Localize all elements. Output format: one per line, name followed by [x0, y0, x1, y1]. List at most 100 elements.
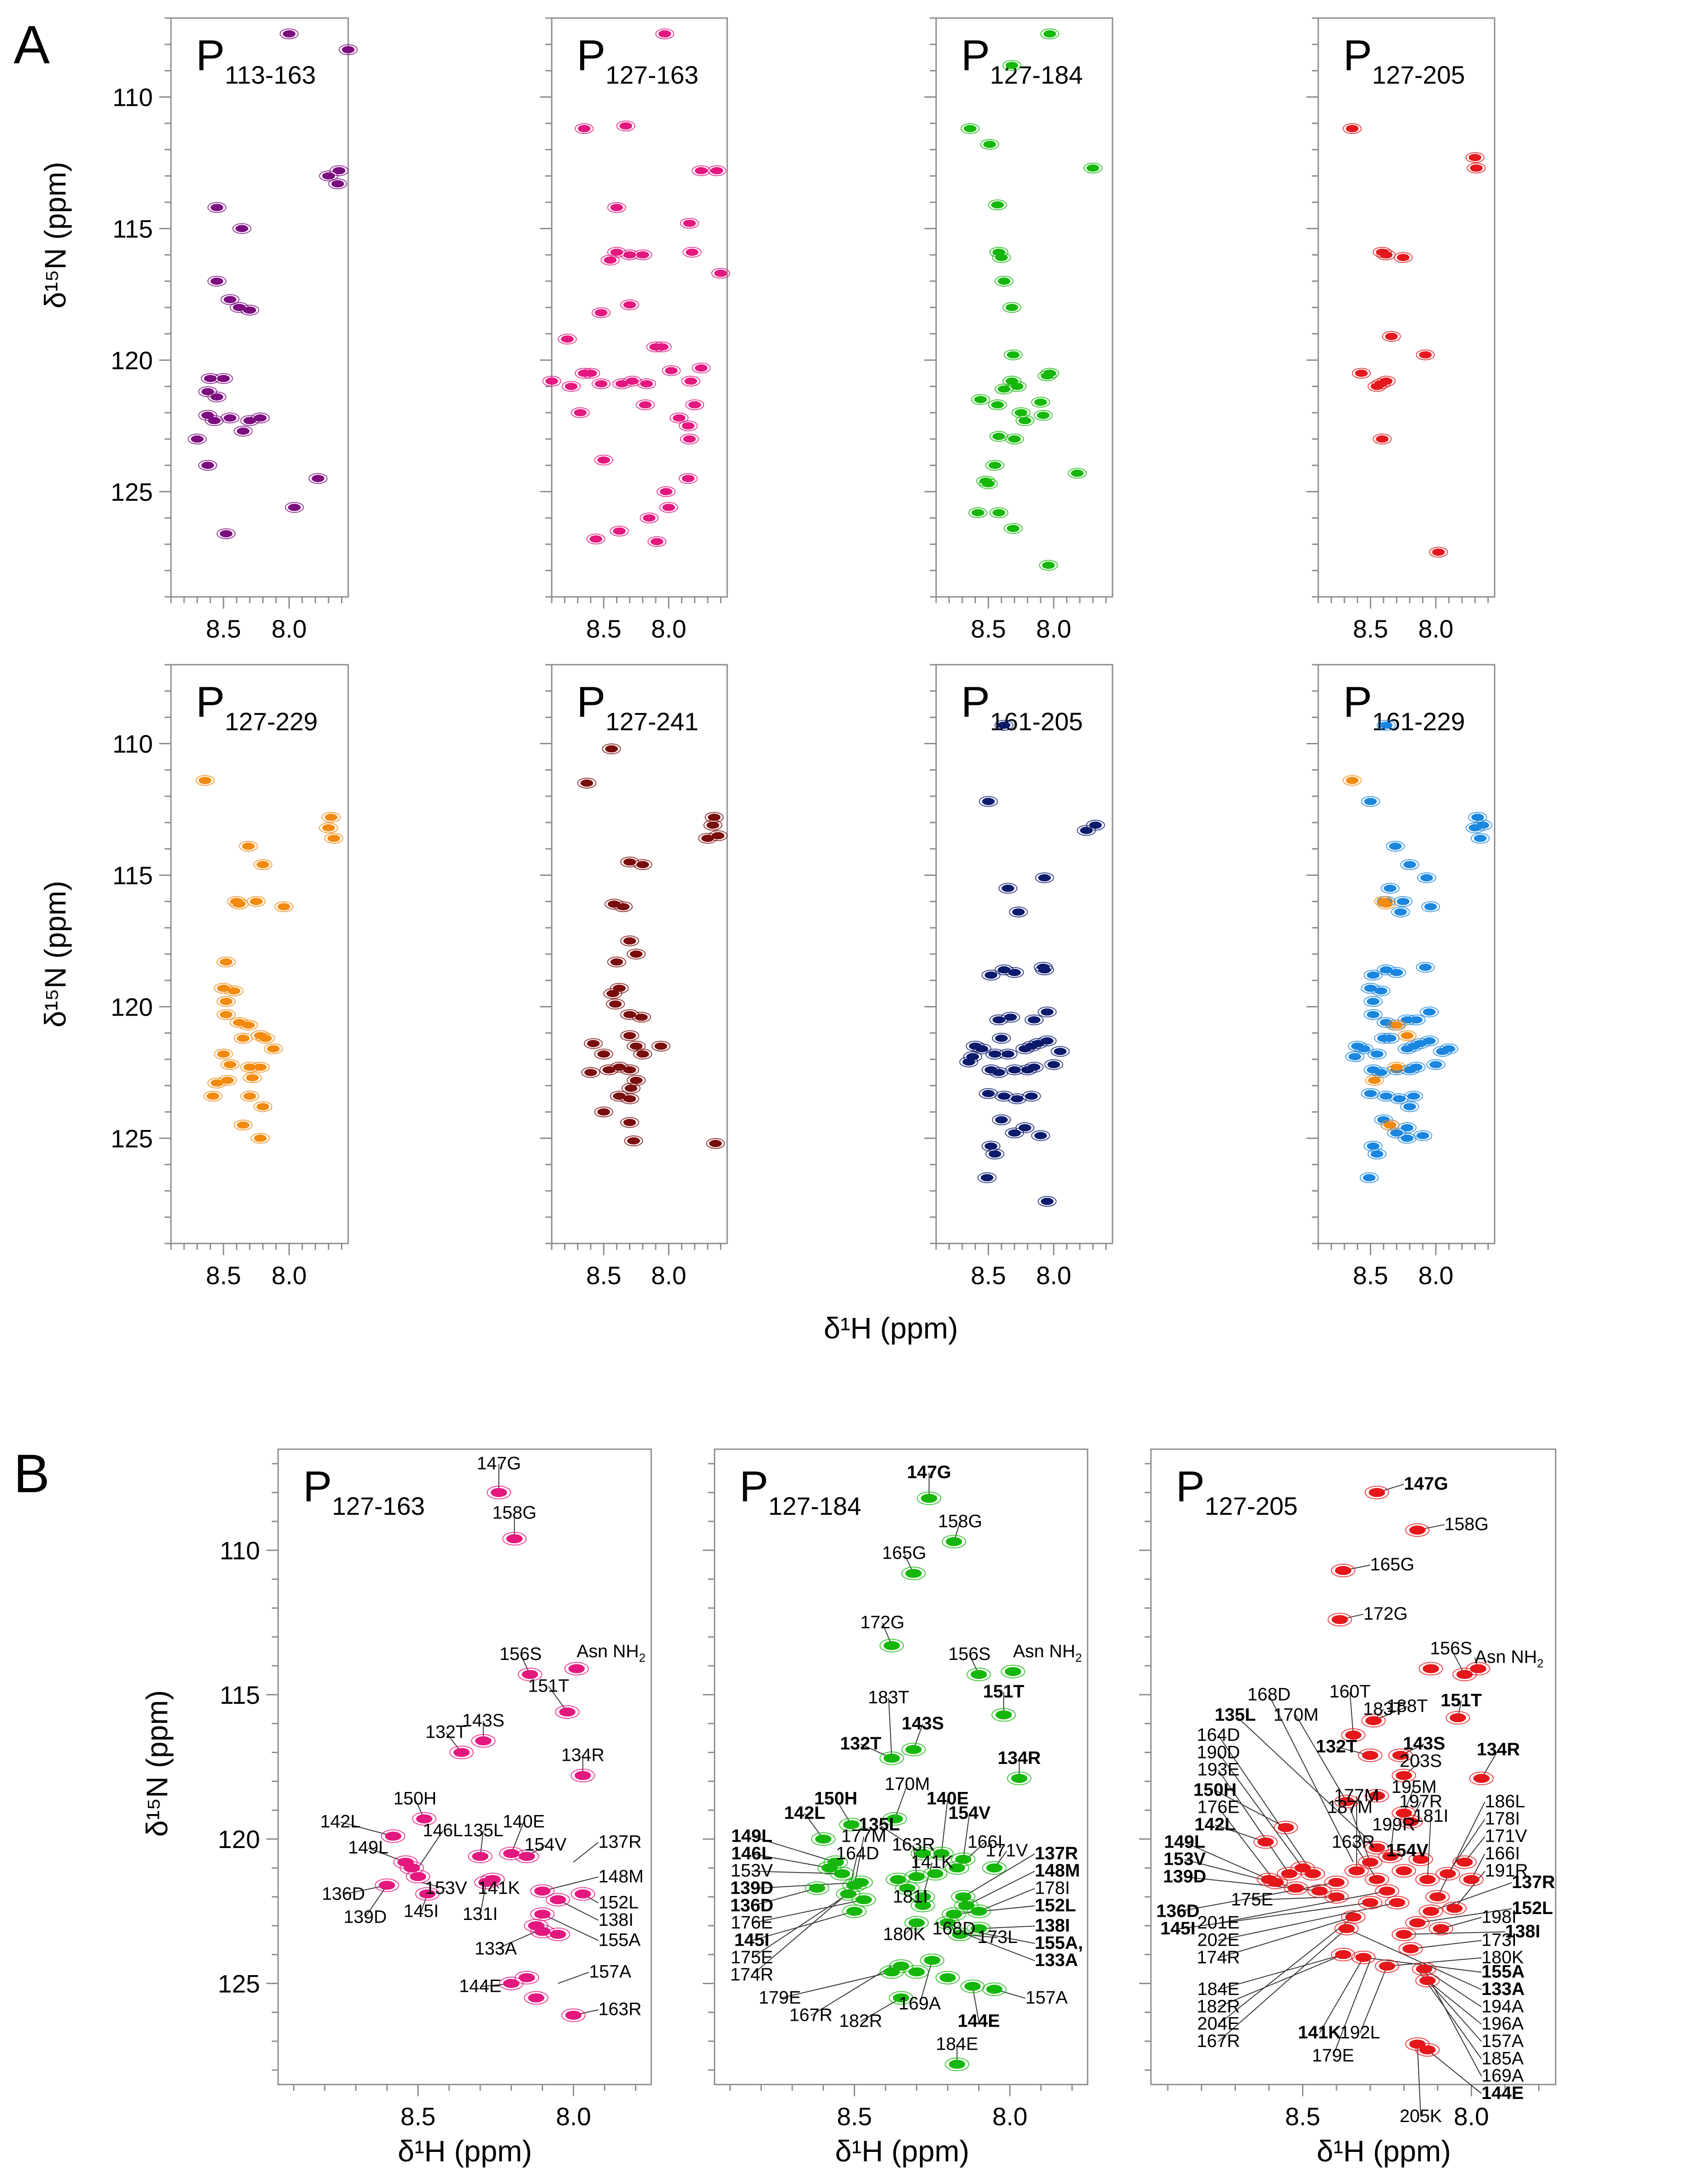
- peak: [199, 777, 212, 784]
- peak-contour: [917, 1491, 942, 1505]
- peak: [204, 375, 217, 383]
- x-tick-label: 8.0: [1454, 2102, 1489, 2131]
- peak-contour: [1435, 1867, 1460, 1881]
- x-tick-label: 8.0: [992, 2102, 1027, 2131]
- peak-contour: [471, 1734, 496, 1748]
- peak-contour: [1415, 2043, 1440, 2057]
- peak: [201, 462, 214, 469]
- peak: [949, 1863, 966, 1873]
- peak-contour: [216, 528, 236, 539]
- peak-contour: [623, 375, 642, 387]
- leader-line: [1215, 1790, 1286, 1828]
- peak: [924, 1956, 941, 1965]
- peak: [1380, 900, 1393, 908]
- peak: [914, 1849, 931, 1858]
- peak-label: Asn NH2: [1475, 1647, 1543, 1670]
- peak-label: 131I: [463, 1904, 498, 1924]
- peak-contour: [329, 165, 349, 176]
- leader-line: [1464, 1836, 1486, 1863]
- peak: [1473, 1774, 1490, 1783]
- peak: [1008, 1066, 1021, 1073]
- peak: [688, 401, 701, 409]
- peak-contour: [406, 1870, 431, 1884]
- peak-contour: [542, 375, 561, 387]
- peak: [1367, 1142, 1380, 1150]
- peak: [1389, 842, 1402, 850]
- peak-label: 180K: [883, 1924, 926, 1944]
- peak-contour: [811, 1832, 836, 1846]
- peak-contour: [935, 1916, 960, 1930]
- peak-contour: [239, 841, 258, 852]
- spectrum-panel-a2: 8.5 8.0 P127-163: [540, 17, 730, 643]
- peak: [933, 1849, 950, 1858]
- peak-contour: [656, 486, 676, 497]
- peak: [577, 125, 591, 132]
- peak-contour: [1002, 60, 1022, 71]
- peak: [1396, 1808, 1412, 1818]
- peak: [623, 937, 636, 945]
- peak: [1001, 884, 1014, 892]
- peak: [243, 1092, 256, 1100]
- peak-label: 155A: [598, 1930, 641, 1950]
- peak-contour: [517, 1668, 542, 1682]
- peak-contour: [1037, 1007, 1057, 1017]
- peak-label: 181I: [1413, 1806, 1448, 1826]
- peak-label: 170M: [885, 1774, 930, 1794]
- peak: [227, 987, 241, 995]
- x-tick-label: 8.0: [1036, 1261, 1071, 1290]
- peak-label: 135L: [859, 1815, 900, 1834]
- leader-line: [1481, 1749, 1499, 1779]
- peak: [683, 435, 696, 443]
- peak-contour: [1466, 1662, 1491, 1676]
- peak: [1390, 969, 1403, 976]
- peak-contour: [610, 983, 629, 994]
- peak: [1401, 1135, 1414, 1142]
- peak: [1416, 1132, 1429, 1139]
- peak: [1403, 861, 1416, 869]
- peak-contour: [681, 375, 701, 387]
- peak-contour: [602, 743, 621, 755]
- peak-contour: [678, 473, 698, 484]
- peak-contour: [1415, 349, 1435, 360]
- peak-contour: [1037, 1196, 1057, 1207]
- peak-contour: [885, 1872, 910, 1886]
- peak: [995, 1116, 1008, 1124]
- leader-line: [752, 1899, 864, 1924]
- peak: [649, 343, 662, 351]
- peak: [1348, 1866, 1365, 1876]
- peak-contour: [570, 1768, 595, 1782]
- peak-contour: [592, 378, 611, 389]
- peak: [627, 1137, 640, 1145]
- peak: [288, 504, 301, 511]
- peak-contour: [530, 1884, 555, 1898]
- peak: [856, 1895, 872, 1905]
- leader-line: [340, 1821, 393, 1837]
- peak-contour: [594, 1106, 613, 1118]
- peak-label: 148M: [1035, 1861, 1080, 1881]
- peak: [1345, 1912, 1362, 1922]
- peak-label: 176E: [731, 1913, 773, 1933]
- peak: [701, 835, 714, 842]
- peak-label: 157A: [589, 1962, 632, 1982]
- leader-line: [752, 1910, 855, 1941]
- spectrum-panel-a1: 8.5 8.0 110 115 120 125 P113-163: [111, 17, 358, 643]
- peak: [475, 1736, 492, 1746]
- peak: [1407, 1092, 1420, 1100]
- peak-contour: [1363, 996, 1383, 1007]
- peak: [201, 388, 214, 396]
- leader-line: [979, 1925, 1035, 1929]
- peak: [640, 380, 653, 388]
- peak: [254, 1064, 267, 1071]
- peak-contour: [1037, 1035, 1057, 1046]
- peak-contour: [1429, 547, 1448, 558]
- peak: [1054, 1048, 1067, 1055]
- axis-title-x-b1: δ¹H (ppm): [398, 2134, 532, 2168]
- peak: [1456, 1858, 1473, 1867]
- peak-contour: [992, 252, 1011, 263]
- peak-contour: [879, 1751, 904, 1765]
- peak-contour: [1253, 1835, 1278, 1849]
- panel-title: P127-184: [739, 1462, 861, 1520]
- peak: [613, 984, 626, 992]
- leader-line: [1424, 1969, 1482, 2077]
- peak: [534, 1886, 551, 1896]
